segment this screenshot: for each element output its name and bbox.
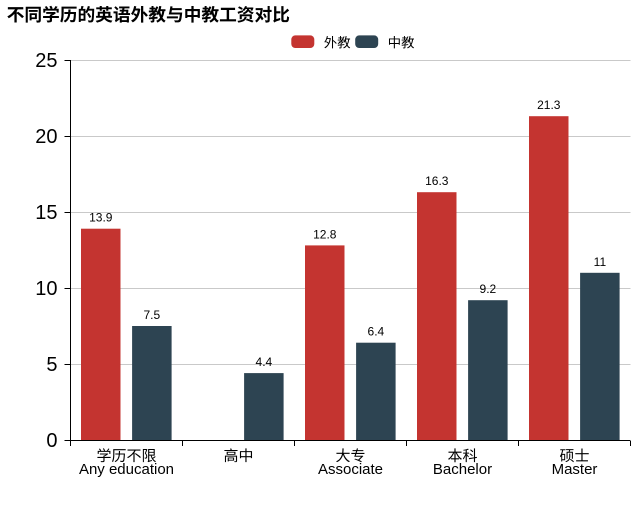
- svg-text:15: 15: [35, 202, 57, 224]
- svg-text:Master: Master: [552, 461, 598, 478]
- svg-text:20: 20: [35, 126, 57, 148]
- svg-text:9.2: 9.2: [480, 282, 497, 296]
- svg-text:16.3: 16.3: [425, 174, 449, 188]
- svg-text:13.9: 13.9: [89, 211, 113, 225]
- svg-text:4.4: 4.4: [256, 355, 273, 369]
- svg-text:5: 5: [46, 354, 57, 376]
- svg-text:Associate: Associate: [318, 461, 383, 478]
- svg-text:10: 10: [35, 278, 57, 300]
- svg-text:25: 25: [35, 50, 57, 72]
- svg-text:7.5: 7.5: [143, 308, 160, 322]
- svg-text:6.4: 6.4: [368, 325, 385, 339]
- svg-text:0: 0: [46, 430, 57, 452]
- svg-text:Any education: Any education: [79, 461, 174, 478]
- svg-text:11: 11: [594, 255, 607, 269]
- svg-text:21.3: 21.3: [537, 98, 561, 112]
- svg-text:12.8: 12.8: [313, 227, 337, 241]
- svg-text:Bachelor: Bachelor: [433, 461, 492, 478]
